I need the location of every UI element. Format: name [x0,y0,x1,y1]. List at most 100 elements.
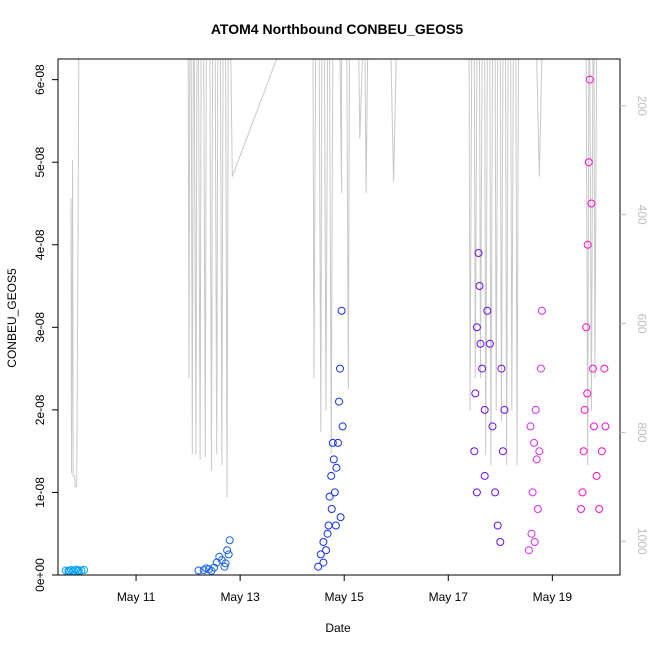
x-tick-label: May 11 [117,590,156,604]
x-tick-label: May 15 [325,590,365,604]
data-point [225,536,234,545]
data-point [334,438,342,447]
data-point [328,438,337,447]
data-point [530,538,539,546]
data-point [331,521,340,530]
right-tick-label: 600 [635,314,649,334]
chart-title: ATOM4 Northbound CONBEU_GEOS5 [211,21,463,37]
data-point [336,364,344,373]
y-tick-label: 5e-08 [33,147,47,178]
data-point [472,488,481,497]
data-point [528,488,537,497]
data-point [600,364,609,373]
data-point [526,422,535,431]
data-point [535,447,544,456]
data-point [582,323,591,332]
data-point [587,199,596,208]
data-point [577,505,585,513]
data-point [475,282,484,290]
data-point [478,364,487,373]
data-point [530,438,539,447]
data-point [194,566,203,575]
data-point [471,389,480,398]
data-point [588,364,597,373]
data-point [500,405,509,414]
data-point [583,240,592,249]
x-axis-label: Date [325,621,351,635]
data-point [584,158,593,167]
data-point [590,422,598,431]
right-tick-label: 1000 [635,528,649,555]
x-tick-label: May 17 [429,590,469,604]
data-point [329,455,338,464]
right-tick-label: 400 [635,205,649,225]
axes-layer: May 11 May 13 May 15 May 17 May 19 0e+00 1e-08… [33,64,649,604]
y-axis-label: CONBEU_GEOS5 [5,268,19,368]
right-tick-label: 800 [635,422,649,442]
data-points-layer [61,75,610,576]
data-point [319,558,328,567]
data-point [335,397,343,406]
data-point [498,447,507,456]
data-point [314,562,323,571]
data-point [474,249,483,257]
data-point [583,389,592,398]
data-point [223,546,232,555]
data-point [524,546,533,555]
data-point [470,447,479,456]
data-point [202,564,211,573]
data-point [337,306,346,315]
data-point [332,463,341,472]
data-point [595,505,604,513]
data-point [485,339,494,348]
data-point [476,339,485,348]
data-point [491,488,500,497]
data-point [496,538,505,546]
pressure-trace-layer [70,58,605,498]
data-point [325,492,334,501]
y-tick-label: 1e-08 [33,477,47,508]
data-point [592,471,601,480]
data-point [480,405,489,414]
data-point [483,306,492,315]
data-point [537,306,546,315]
data-point [322,546,330,555]
y-tick-label: 4e-08 [33,229,47,260]
x-tick-label: May 19 [533,590,573,604]
data-point [61,566,70,575]
y-tick-label: 3e-08 [33,312,47,343]
plot-frame [57,58,621,576]
data-point [527,529,536,538]
data-point [533,505,542,513]
data-point [224,550,233,559]
data-point [323,529,332,538]
data-point [324,521,333,530]
data-point [480,471,489,480]
data-point [74,566,83,575]
data-point [497,364,506,373]
data-point [80,565,88,574]
data-point [580,405,589,414]
data-point [221,559,230,568]
data-point [488,422,497,431]
pressure-trace-line [70,58,605,498]
data-point [330,488,339,497]
data-point [493,521,502,530]
data-point [532,455,541,464]
data-point [336,513,345,522]
data-point [531,405,540,414]
data-point [579,447,588,456]
data-point [578,488,587,497]
data-point [319,538,328,546]
data-point [207,566,216,575]
data-point [327,471,336,480]
x-tick-label: May 13 [220,590,260,604]
data-point [601,422,610,431]
data-point [472,323,481,332]
data-point [327,505,336,513]
data-point [338,422,347,431]
y-tick-label: 0e+00 [33,558,47,592]
data-point [536,364,545,373]
data-point [316,550,325,559]
